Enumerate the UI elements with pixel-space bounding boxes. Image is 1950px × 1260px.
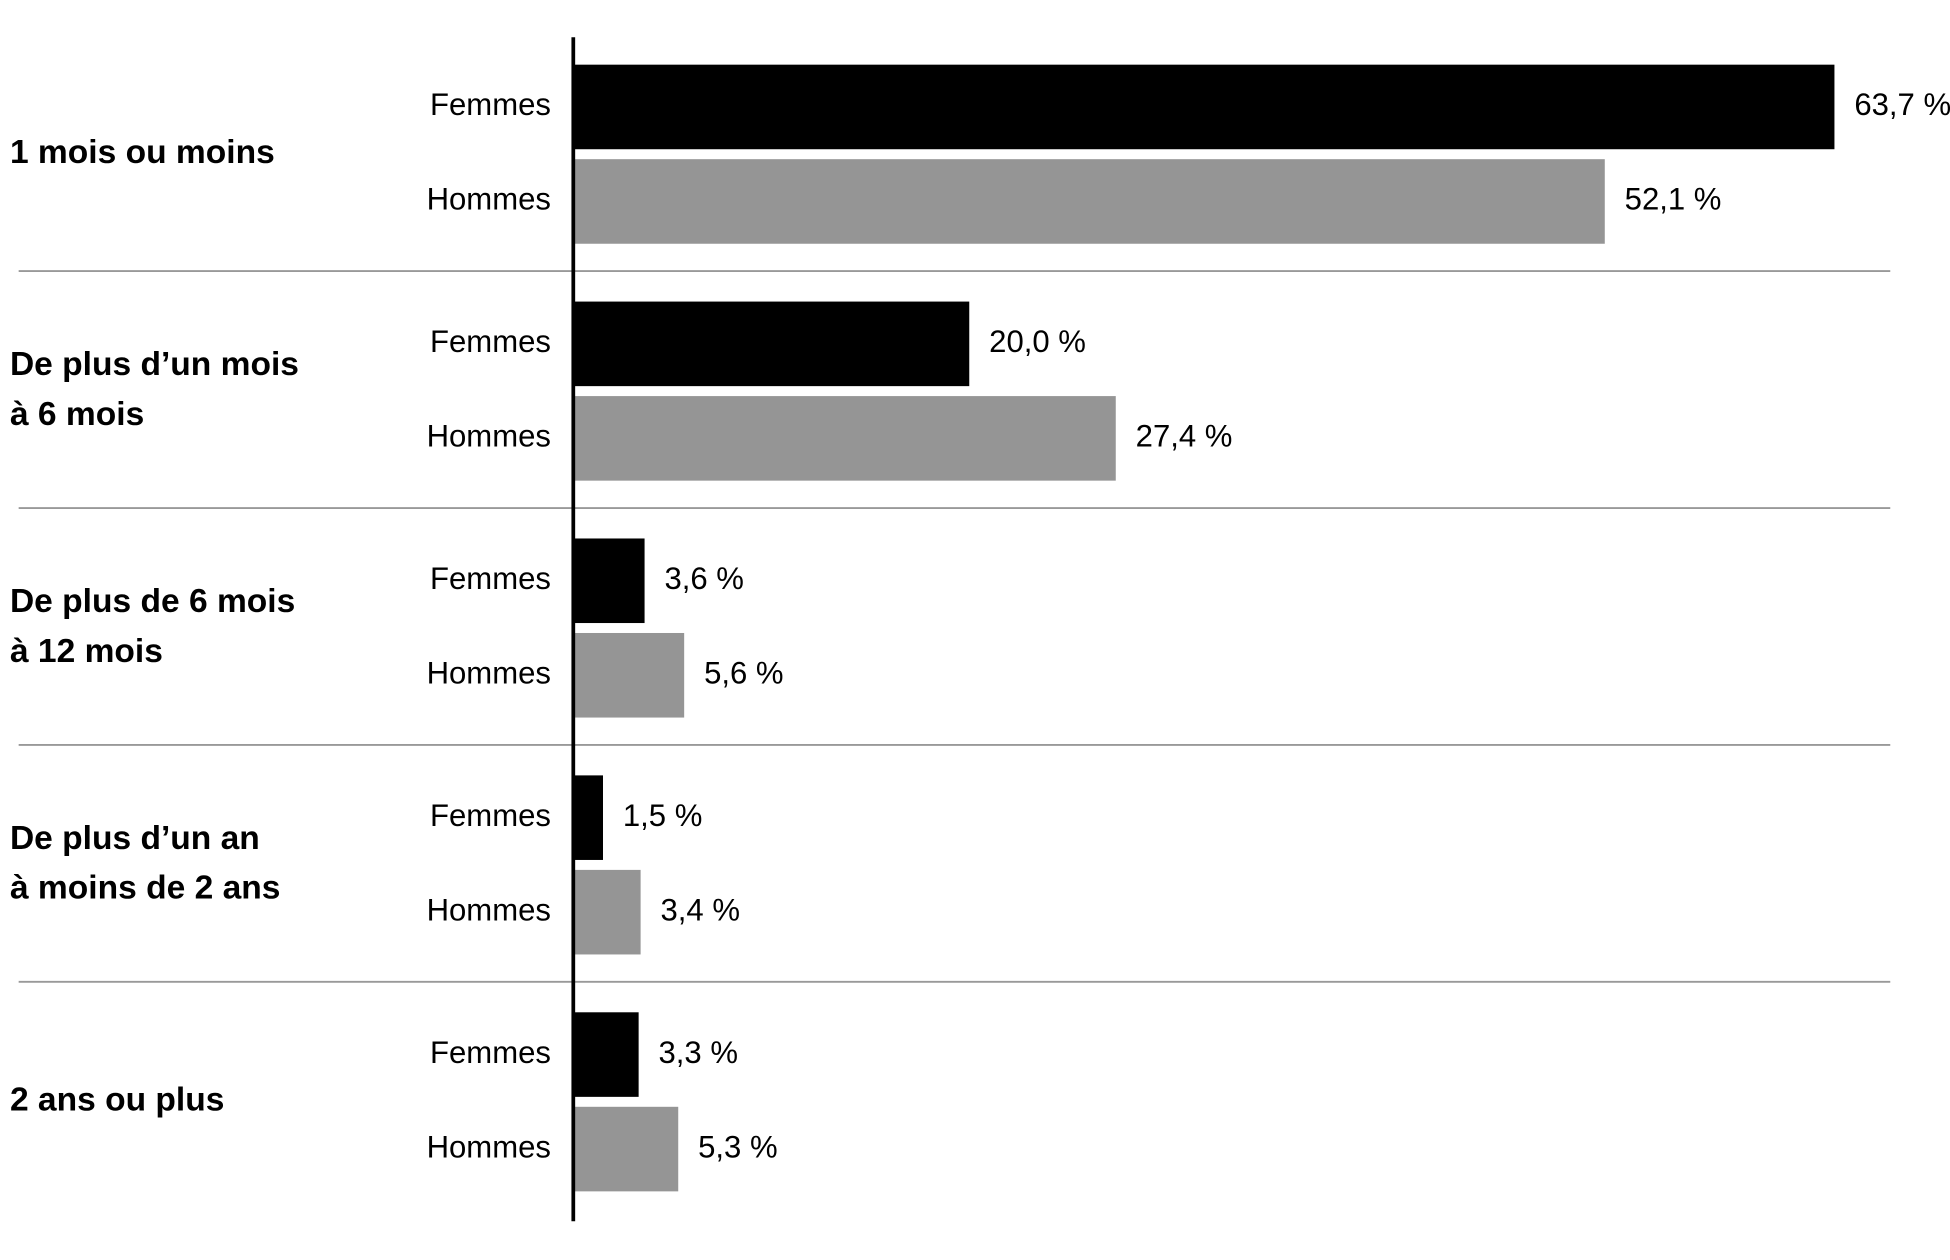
series-label: Femmes xyxy=(430,324,551,359)
value-label: 5,6 % xyxy=(704,655,783,690)
bar xyxy=(573,64,1835,150)
category-label: De plus d’un an xyxy=(10,820,260,857)
bar xyxy=(573,775,603,860)
bar xyxy=(573,159,1605,244)
series-label: Femmes xyxy=(430,87,551,122)
value-label: 27,4 % xyxy=(1136,419,1233,454)
series-label: Hommes xyxy=(427,419,551,454)
value-label: 3,6 % xyxy=(664,561,743,596)
bar xyxy=(573,869,641,955)
bar xyxy=(573,1012,639,1097)
value-label: 5,3 % xyxy=(698,1129,777,1164)
plot: 1 mois ou moins Femmes 63,7 % Hommes 52,1 % D… xyxy=(10,37,1950,1222)
series-label: Hommes xyxy=(427,1129,551,1164)
value-label: 63,7 % xyxy=(1854,87,1950,122)
category-label: à moins de 2 ans xyxy=(10,870,280,907)
series-label: Femmes xyxy=(430,561,551,596)
bar xyxy=(573,301,970,387)
category-label: à 12 mois xyxy=(10,633,163,670)
series-label: Hommes xyxy=(427,182,551,217)
bar xyxy=(573,538,645,624)
category-label: 1 mois ou moins xyxy=(10,134,275,171)
bar xyxy=(573,1106,679,1192)
series-label: Femmes xyxy=(430,1035,551,1070)
value-label: 3,3 % xyxy=(659,1035,738,1070)
category-label: De plus de 6 mois xyxy=(10,583,295,620)
category-label: De plus d’un mois xyxy=(10,346,299,383)
bar xyxy=(573,632,685,718)
series-label: Hommes xyxy=(427,892,551,927)
category-label: 2 ans ou plus xyxy=(10,1082,224,1119)
value-label: 1,5 % xyxy=(623,798,702,833)
value-label: 3,4 % xyxy=(661,892,740,927)
value-label: 52,1 % xyxy=(1625,182,1722,217)
series-label: Femmes xyxy=(430,798,551,833)
series-label: Hommes xyxy=(427,655,551,690)
bar xyxy=(573,396,1116,481)
value-label: 20,0 % xyxy=(989,324,1086,359)
category-label: à 6 mois xyxy=(10,396,144,433)
